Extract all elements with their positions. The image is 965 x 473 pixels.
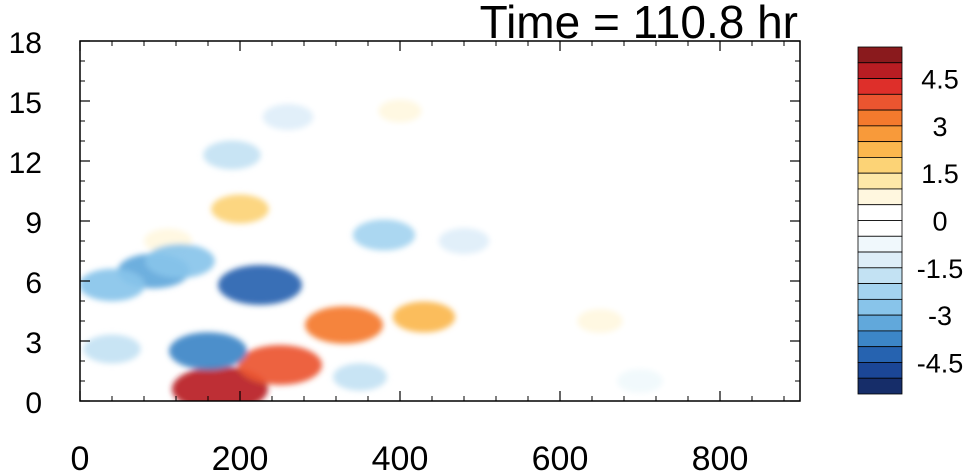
colorbar-swatch [857,377,903,395]
colorbar-swatch [857,125,903,143]
colorbar-label: -1.5 [917,254,964,284]
colorbar [857,46,903,395]
colorbar-swatch [857,78,903,95]
heatmap-field [80,99,663,401]
colorbar-swatch [857,235,903,253]
colorbar-swatch [857,251,903,269]
colorbar-label: -4.5 [917,348,964,378]
colorbar-swatch [857,157,903,174]
plot-frame [79,40,801,402]
heatmap-cell [83,334,141,364]
colorbar-swatch [857,172,903,190]
colorbar-swatch [857,283,903,300]
heatmap-cell [305,306,383,344]
colorbar-swatch [857,298,903,316]
heatmap-cell [218,265,302,305]
heatmap-cell [169,332,247,370]
colorbar-swatch [857,362,903,379]
y-tick-label: 12 [9,147,42,180]
colorbar-label: -3 [928,301,952,331]
y-tick-label: 6 [25,267,42,300]
colorbar-swatch [857,220,903,237]
x-tick-label: 400 [372,440,429,473]
heatmap-cell [262,104,314,130]
y-tick-label: 3 [25,327,42,360]
colorbar-label: 1.5 [921,159,959,189]
x-tick-label: 800 [692,440,749,473]
heatmap-cell [211,194,269,224]
colorbar-swatch [857,314,903,332]
heatmap-cell [333,363,387,391]
colorbar-swatch [857,46,903,64]
heatmap-cell [577,309,623,333]
heatmap-cell [238,345,322,385]
x-tick-label: 600 [532,440,589,473]
heatmap-cell [203,140,261,170]
colorbar-swatch [857,188,903,206]
colorbar-swatch [857,62,903,79]
colorbar-label: 0 [932,207,947,237]
y-tick-label: 0 [25,387,42,420]
heatmap-cell [378,99,422,123]
y-tick-label: 18 [9,27,42,60]
heatmap-cell [617,369,663,393]
colorbar-swatch [857,346,903,363]
heatmap-cell [392,301,456,333]
colorbar-swatch [857,109,903,127]
tick-labels: 0 200 400 600 800 0 3 6 9 12 15 18 [9,27,749,473]
heatmap-cell [352,219,416,251]
colorbar-labels: 4.5 3 1.5 0 -1.5 -3 -4.5 [917,65,964,379]
heatmap-cell [145,244,215,278]
colorbar-swatch [857,204,903,221]
chart-title: Time = 110.8 hr [480,0,798,48]
colorbar-swatch [857,93,903,111]
heatmap-cell [438,228,490,254]
colorbar-label: 3 [932,112,947,142]
x-tick-label: 200 [212,440,269,473]
colorbar-swatch [857,267,903,284]
colorbar-swatch [857,141,903,158]
x-tick-label: 0 [71,440,90,473]
colorbar-swatch [857,330,903,348]
y-tick-label: 9 [25,207,42,240]
y-tick-label: 15 [9,87,42,120]
heatmap-cell [80,268,145,302]
colorbar-label: 4.5 [921,65,959,95]
